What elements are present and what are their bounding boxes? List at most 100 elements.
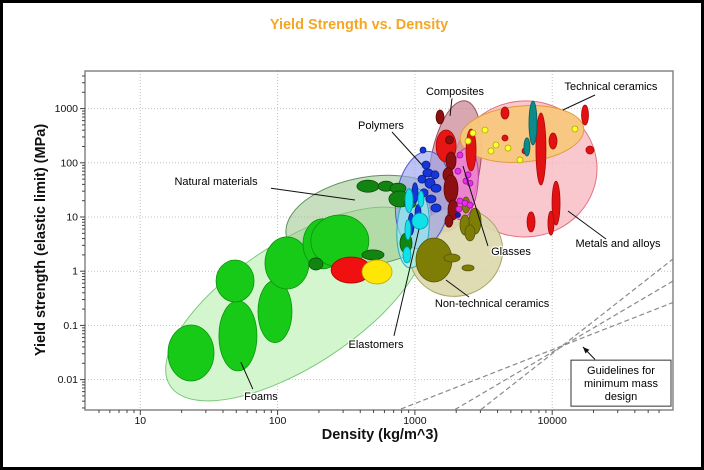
region-label: Foams <box>244 391 278 403</box>
composites-bubble <box>445 151 457 171</box>
natural-materials-bubble <box>308 257 324 271</box>
chart-svg: 10 100 1000 10000 0.01 0.1 1 10 100 1000 Foams Natu… <box>55 70 674 427</box>
foams-bubbles <box>167 214 370 382</box>
leader-line <box>567 210 607 240</box>
region-label: Composites <box>426 86 485 98</box>
metals-and-alloys-bubble <box>581 104 589 126</box>
metals-and-alloys-bubble <box>547 210 555 236</box>
leader-line <box>240 361 254 390</box>
composites-bubble <box>435 109 445 125</box>
x-tick-label: 100 <box>269 415 287 427</box>
y-tick-label: 10 <box>66 212 78 224</box>
x-tick-label: 10000 <box>538 415 567 427</box>
polymers-bubble <box>430 183 442 193</box>
foams-bubble <box>215 259 255 303</box>
region-label: Natural materials <box>174 176 258 188</box>
metals-and-alloys-bubbles <box>465 104 595 236</box>
glasses-bubble <box>456 151 464 159</box>
technical-ceramics-bubble <box>571 125 579 133</box>
axis-ticks <box>80 75 660 415</box>
note-arrowhead-icon <box>582 346 590 354</box>
elastomers-bubble <box>361 259 393 285</box>
natural-materials-bubble <box>361 249 385 261</box>
polymers-bubble <box>430 203 442 213</box>
technical-ceramics-bubble <box>501 134 509 142</box>
composites-bubble <box>445 135 454 145</box>
natural-materials-bubble <box>356 179 380 193</box>
polymers-bubble <box>421 160 431 170</box>
guidelines-note-line: minimum mass <box>584 378 658 390</box>
guidelines-note-line: design <box>605 391 637 403</box>
y-tick-label: 100 <box>60 157 78 169</box>
leader-line <box>391 131 423 166</box>
glasses-bubble <box>466 201 474 209</box>
chart-title: Yield Strength vs. Density <box>269 17 449 33</box>
guidelines-note-box <box>570 359 672 407</box>
guidelines-note-line: Guidelines for <box>587 365 655 377</box>
technical-ceramics-bubble <box>504 144 512 152</box>
technical-ceramics-bubble <box>548 132 558 150</box>
technical-ceramics-bubble <box>487 147 495 155</box>
technical-ceramics-bubble <box>481 126 489 134</box>
polymers-bubble <box>430 170 440 180</box>
technical-ceramics-bubble <box>500 106 510 120</box>
y-tick-label: 0.01 <box>58 374 79 386</box>
polymers-bubble <box>417 174 427 184</box>
mass-design-guideline <box>454 280 673 410</box>
non-technical-ceramics-bubble <box>443 253 461 263</box>
elastomers-bubble <box>404 188 414 214</box>
non-technical-ceramics-bubble <box>464 224 476 242</box>
mass-design-guideline <box>480 258 673 410</box>
polymers-bubble <box>425 194 437 204</box>
y-tick-label: 1000 <box>55 103 79 115</box>
leader-line <box>393 228 420 337</box>
elastomers-bubble <box>411 212 429 230</box>
tick-labels: 10 100 1000 10000 0.01 0.1 1 10 100 1000 <box>55 103 567 427</box>
plot-content <box>165 100 673 410</box>
composites-bubble <box>443 174 459 204</box>
region-label: Glasses <box>491 246 531 258</box>
x-tick-label: 10 <box>134 415 146 427</box>
mass-design-guideline <box>400 301 673 410</box>
composites-bubble <box>444 214 454 228</box>
leader-line <box>462 165 489 247</box>
leader-line <box>449 97 453 117</box>
y-axis-label: Yield strength (elastic limit) (MPa) <box>33 123 49 357</box>
leader-line <box>562 94 596 111</box>
region-label: Non-technical ceramics <box>435 298 550 310</box>
foams-bubble <box>264 236 310 290</box>
region-label: Elastomers <box>349 339 405 351</box>
technical-ceramics-bubble <box>464 137 472 145</box>
region-label: Technical ceramics <box>565 81 658 93</box>
technical-ceramics-bubble <box>523 137 531 157</box>
glasses-bubble <box>454 167 462 175</box>
leader-line <box>270 187 356 201</box>
x-axis-label: Density (kg/m^3) <box>321 427 439 443</box>
y-tick-label: 1 <box>72 266 78 278</box>
elastomers-bubble <box>417 190 425 208</box>
technical-ceramics-bubble <box>492 141 500 149</box>
plot-frame <box>84 70 674 411</box>
region-label: Metals and alloys <box>575 238 660 250</box>
elastomers-bubble <box>404 219 412 241</box>
technical-ceramics-bubble <box>528 100 538 146</box>
metals-and-alloys-bubble <box>585 145 595 155</box>
elastomers-bubble <box>402 246 412 264</box>
metals-and-alloys-bubble <box>526 211 536 233</box>
foams-bubble <box>218 300 258 372</box>
composites-bubbles <box>435 109 459 228</box>
technical-ceramics-bubbles <box>464 100 579 186</box>
glasses-bubble <box>455 205 463 213</box>
annotations: Foams Natural materials Elastomers Polymers… <box>173 80 672 407</box>
x-tick-label: 1000 <box>403 415 427 427</box>
technical-ceramics-bubble <box>535 112 547 186</box>
polymers-bubble <box>419 146 427 154</box>
leader-line <box>445 279 470 298</box>
non-technical-ceramics-bubble <box>461 264 475 272</box>
technical-ceramics-bubble <box>469 129 477 137</box>
region-label: Polymers <box>358 120 404 132</box>
glasses-bubble <box>455 212 461 218</box>
foams-bubble <box>257 280 293 343</box>
technical-ceramics-bubble <box>516 156 524 164</box>
